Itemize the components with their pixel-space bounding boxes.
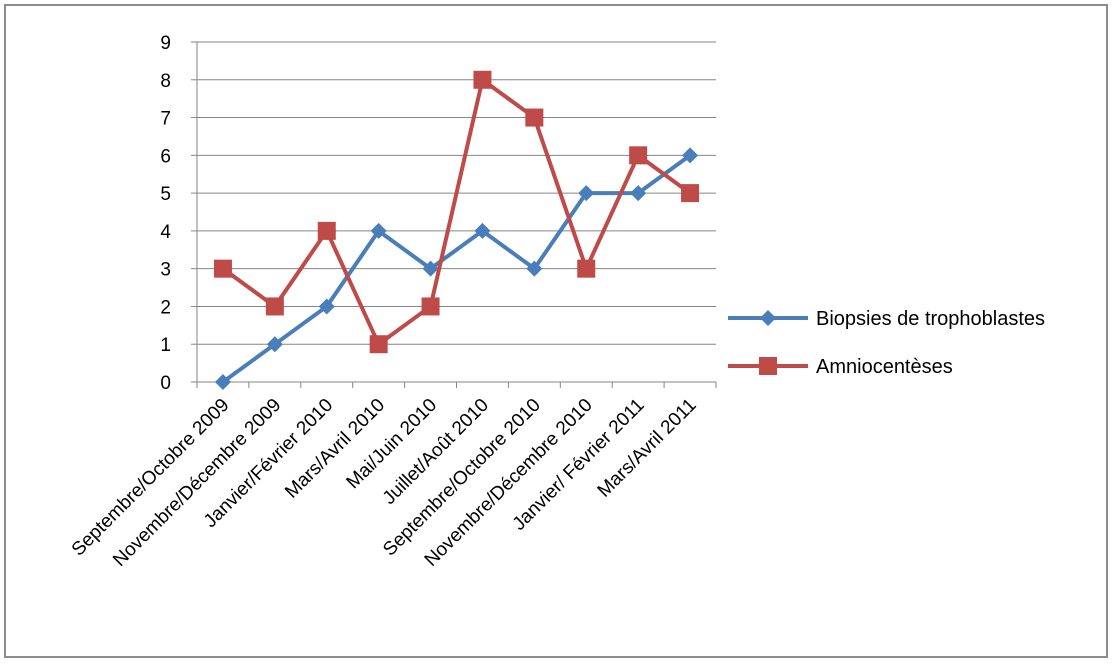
legend-marker [759, 357, 777, 375]
data-point [474, 222, 491, 239]
data-point [265, 297, 284, 316]
legend-item-1: Amniocentèses [728, 356, 953, 378]
x-tick-label: Mai/Juin 2010 [343, 395, 441, 493]
data-point [577, 259, 596, 278]
series-line [220, 153, 693, 384]
data-point [318, 298, 335, 315]
legend-item-0: Biopsies de trophoblastes [728, 308, 1045, 330]
y-tick-label: 5 [160, 184, 171, 205]
data-point [681, 184, 700, 203]
data-point [422, 260, 439, 277]
chart-frame [4, 4, 1108, 658]
data-point [473, 70, 492, 89]
legend: Biopsies de trophoblastes Amniocentèses [728, 308, 1045, 378]
data-point [266, 336, 283, 353]
y-tick-label: 8 [160, 71, 171, 92]
y-tick-label: 4 [160, 222, 171, 243]
y-tick-label: 6 [160, 146, 171, 167]
y-tick-label: 1 [160, 335, 171, 356]
data-point [525, 108, 544, 127]
legend-marker [760, 310, 776, 326]
data-point [370, 222, 387, 239]
y-tick-label: 3 [160, 260, 171, 281]
data-point [630, 185, 647, 202]
data-point [682, 147, 699, 164]
data-point [213, 259, 232, 278]
y-tick-label: 0 [160, 373, 171, 394]
data-point [317, 221, 336, 240]
x-tick-labels: Septembre/Octobre 2009Novembre/Décembre … [68, 395, 701, 571]
series-line [220, 77, 693, 347]
y-tick-label: 7 [160, 109, 171, 130]
series-1 [213, 70, 700, 354]
data-point [526, 260, 543, 277]
axes [191, 41, 717, 388]
data-point [421, 297, 440, 316]
series-0 [214, 147, 699, 390]
data-point [369, 335, 388, 354]
y-tick-label: 2 [160, 297, 171, 318]
series [213, 70, 700, 390]
data-point [578, 185, 595, 202]
data-point [214, 374, 231, 390]
y-tick-labels: 0 1 2 3 4 5 6 7 8 9 [160, 33, 171, 394]
legend-label: Biopsies de trophoblastes [816, 308, 1045, 330]
y-tick-label: 9 [160, 33, 171, 54]
legend-label: Amniocentèses [816, 356, 953, 378]
data-point [629, 146, 648, 165]
